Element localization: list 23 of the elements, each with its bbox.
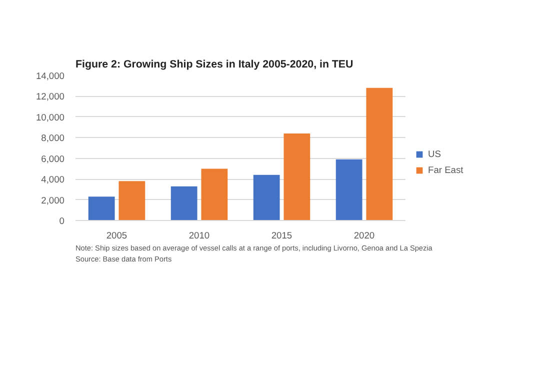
y-tick-label: 6,000: [41, 154, 64, 164]
bar: [366, 88, 393, 220]
y-tick-label: 14,000: [36, 71, 64, 81]
bar: [118, 181, 146, 220]
legend-label: US: [428, 149, 442, 159]
y-tick-label: 8,000: [41, 133, 64, 144]
y-tick-label: 10,000: [36, 112, 64, 122]
chart-title: Figure 2: Growing Ship Sizes in Italy 2005-2020, in TEU: [76, 58, 354, 70]
x-tick-label: 2005: [106, 230, 128, 240]
bar: [253, 174, 280, 220]
y-tick-label: 2,000: [41, 195, 64, 206]
legend-label: Far East: [428, 165, 464, 175]
y-tick-label: 4,000: [41, 174, 64, 185]
y-tick-label: 0: [59, 216, 65, 226]
bar: [201, 168, 228, 220]
bar: [170, 186, 198, 220]
bar: [336, 159, 362, 220]
x-tick-label: 2020: [354, 230, 375, 240]
bar: [284, 134, 310, 220]
y-tick-label: 12,000: [36, 92, 64, 102]
x-tick-label: 2015: [271, 230, 292, 240]
bar: [88, 196, 115, 220]
x-tick-label: 2010: [188, 230, 210, 240]
